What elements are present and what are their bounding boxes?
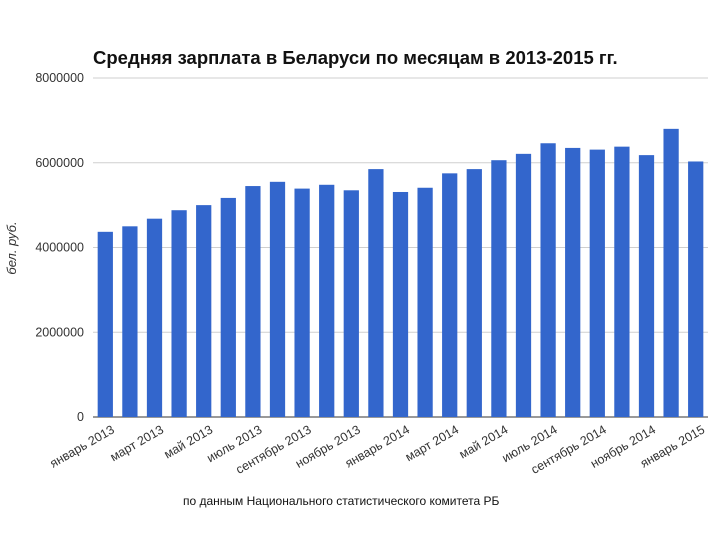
bar: [220, 197, 236, 417]
x-tick-label: март 2014: [403, 422, 461, 464]
chart-title: Средняя зарплата в Беларуси по месяцам в…: [93, 47, 618, 68]
y-tick-label: 2000000: [35, 325, 84, 339]
x-tick-label: март 2013: [108, 422, 166, 464]
bar: [171, 210, 187, 417]
bar: [688, 161, 704, 417]
bar: [245, 186, 261, 417]
bar: [540, 143, 556, 417]
y-tick-label: 4000000: [35, 241, 84, 255]
bars: [97, 128, 704, 417]
source-note: по данным Национального статистического …: [183, 494, 500, 508]
x-tick-label: январь 2013: [48, 422, 117, 470]
bar: [663, 128, 679, 417]
bar: [368, 169, 384, 417]
bar: [392, 191, 409, 417]
y-axis-label: бел. руб.: [4, 221, 19, 274]
bar: [294, 188, 310, 417]
bar: [196, 205, 212, 417]
bar: [638, 155, 655, 417]
y-tick-label: 0: [77, 410, 84, 424]
bar: [122, 226, 138, 417]
bar: [614, 146, 630, 417]
bar: [466, 169, 482, 417]
bar: [442, 173, 458, 417]
y-tick-label: 6000000: [35, 156, 84, 170]
bar: [319, 184, 335, 417]
bar: [97, 231, 113, 417]
bar: [491, 160, 507, 417]
bar: [269, 181, 286, 417]
y-tick-label: 8000000: [35, 71, 84, 85]
bar: [589, 149, 605, 417]
bar: [515, 153, 532, 417]
bar: [343, 190, 359, 417]
bar: [565, 147, 581, 417]
y-axis-ticks: 0 2000000 4000000 6000000 8000000: [35, 71, 84, 424]
bar: [417, 187, 433, 417]
bar: [146, 218, 163, 417]
